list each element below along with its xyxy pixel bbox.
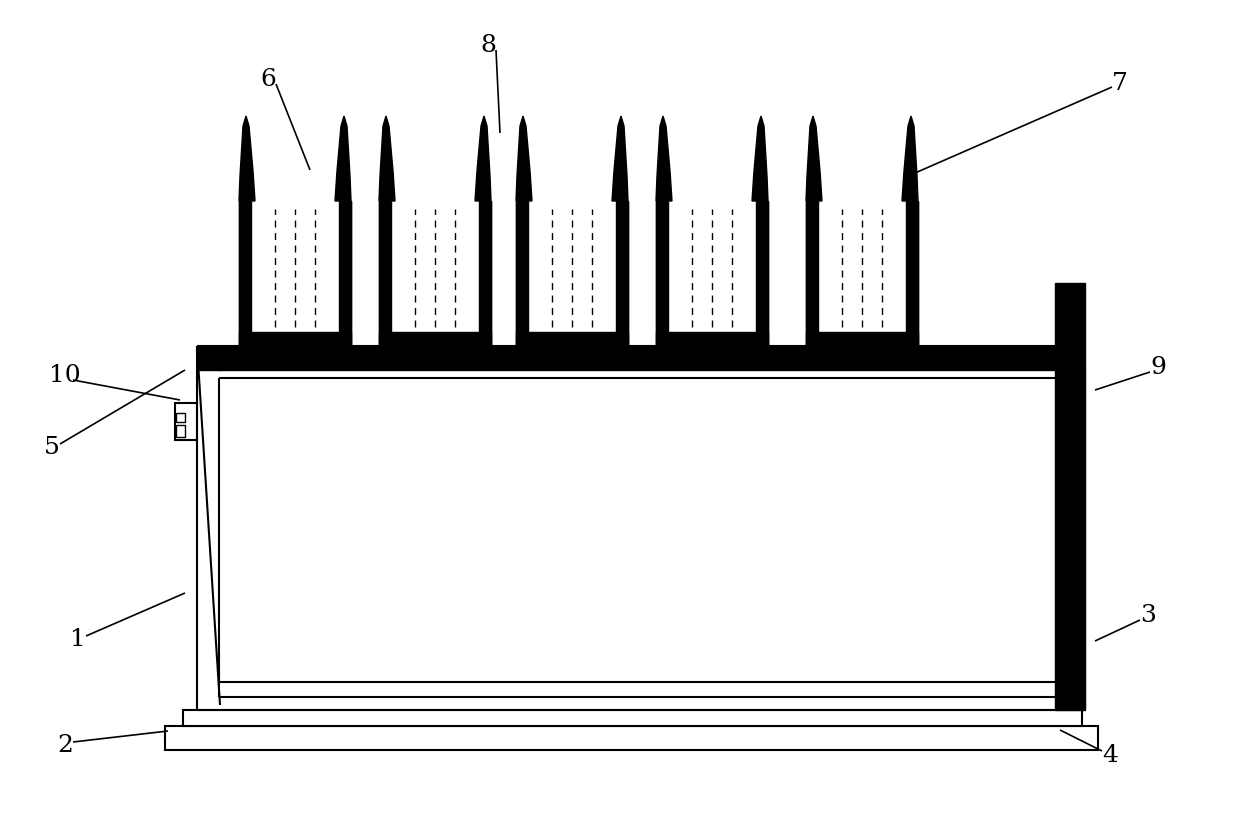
Polygon shape [751, 116, 768, 201]
Bar [239, 332, 351, 346]
Bar [656, 332, 768, 346]
Text: 1: 1 [71, 628, 86, 651]
Polygon shape [656, 116, 672, 201]
Bar [906, 201, 918, 346]
Bar [165, 726, 1097, 750]
Bar [219, 346, 1055, 370]
Polygon shape [806, 116, 822, 201]
Bar [656, 201, 668, 346]
Text: 4: 4 [1102, 743, 1118, 767]
Bar [176, 413, 185, 422]
Bar [1055, 283, 1085, 710]
Polygon shape [516, 116, 532, 201]
Bar [391, 201, 479, 332]
Bar [197, 346, 221, 370]
Bar [379, 201, 391, 346]
Bar [184, 710, 1083, 726]
Bar [175, 403, 197, 440]
Polygon shape [239, 116, 255, 201]
Text: 7: 7 [1112, 71, 1128, 95]
Text: 8: 8 [480, 34, 496, 58]
Polygon shape [901, 116, 918, 201]
Bar [379, 332, 491, 346]
Polygon shape [475, 116, 491, 201]
Text: 9: 9 [1149, 356, 1166, 380]
Bar [806, 332, 918, 346]
Text: 2: 2 [57, 734, 73, 758]
Bar [479, 201, 491, 346]
Polygon shape [613, 116, 627, 201]
Bar [516, 201, 528, 346]
Text: 6: 6 [260, 69, 277, 91]
Bar [176, 425, 185, 437]
Polygon shape [335, 116, 351, 201]
Bar [516, 332, 627, 346]
Bar [250, 201, 339, 332]
Text: 10: 10 [50, 365, 81, 387]
Bar [528, 201, 616, 332]
Text: 3: 3 [1140, 604, 1156, 628]
Bar [668, 201, 756, 332]
Bar [756, 201, 768, 346]
Bar [239, 201, 250, 346]
Bar [339, 201, 351, 346]
Text: 5: 5 [45, 437, 60, 459]
Bar [806, 201, 818, 346]
Bar [616, 201, 627, 346]
Bar [818, 201, 906, 332]
Polygon shape [379, 116, 396, 201]
